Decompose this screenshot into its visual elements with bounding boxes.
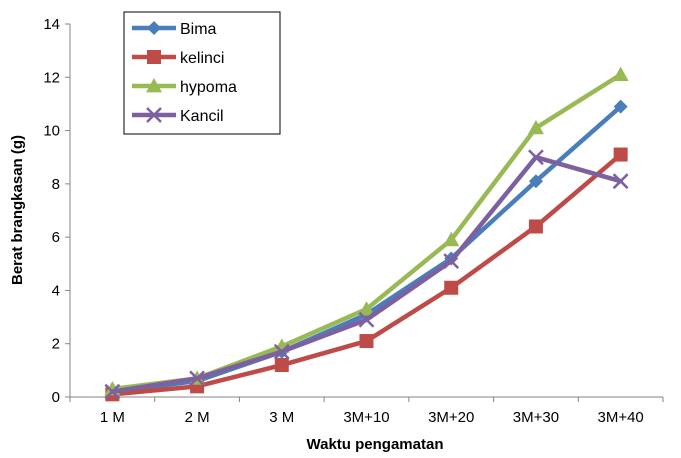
x-tick-label: 3M+20 [428,409,474,426]
data-point [275,358,289,372]
x-tick-label: 3 M [269,409,294,426]
legend-label: Kancil [180,108,224,125]
data-point [614,148,628,162]
series-line [112,107,620,392]
y-tick-label: 4 [52,282,60,299]
legend-label: hypoma [180,79,237,96]
series-bima [105,100,627,399]
y-tick-label: 0 [52,389,60,406]
legend-marker [147,50,161,64]
data-point [529,219,543,233]
x-tick-label: 3M+10 [343,409,389,426]
series-line [112,155,620,395]
data-point [613,67,629,81]
x-tick-label: 1 M [100,409,125,426]
y-tick-label: 12 [43,69,60,86]
y-tick-label: 10 [43,123,60,140]
data-point [444,281,458,295]
series-line [112,157,620,391]
y-tick-label: 14 [43,16,60,33]
y-tick-label: 2 [52,336,60,353]
x-axis-ticks: 1 M 2 M 3 M 3M+10 3M+20 3M+30 3M+40 [70,397,663,426]
series-kancil [105,150,627,398]
y-axis-ticks: 0 2 4 6 8 10 12 14 [43,16,70,406]
x-axis-title: Waktu pengamatan [307,436,444,453]
series-kelinci [105,148,627,402]
legend: Bima kelinci hypoma Kancil [124,12,280,134]
legend-label: kelinci [180,50,224,67]
y-axis-title: Berat brangkasan (g) [9,135,26,285]
x-tick-label: 2 M [185,409,210,426]
legend-label: Bima [180,21,217,38]
x-tick-label: 3M+40 [597,409,643,426]
x-tick-label: 3M+30 [513,409,559,426]
data-point [360,334,374,348]
y-tick-label: 6 [52,229,60,246]
y-tick-label: 8 [52,176,60,193]
